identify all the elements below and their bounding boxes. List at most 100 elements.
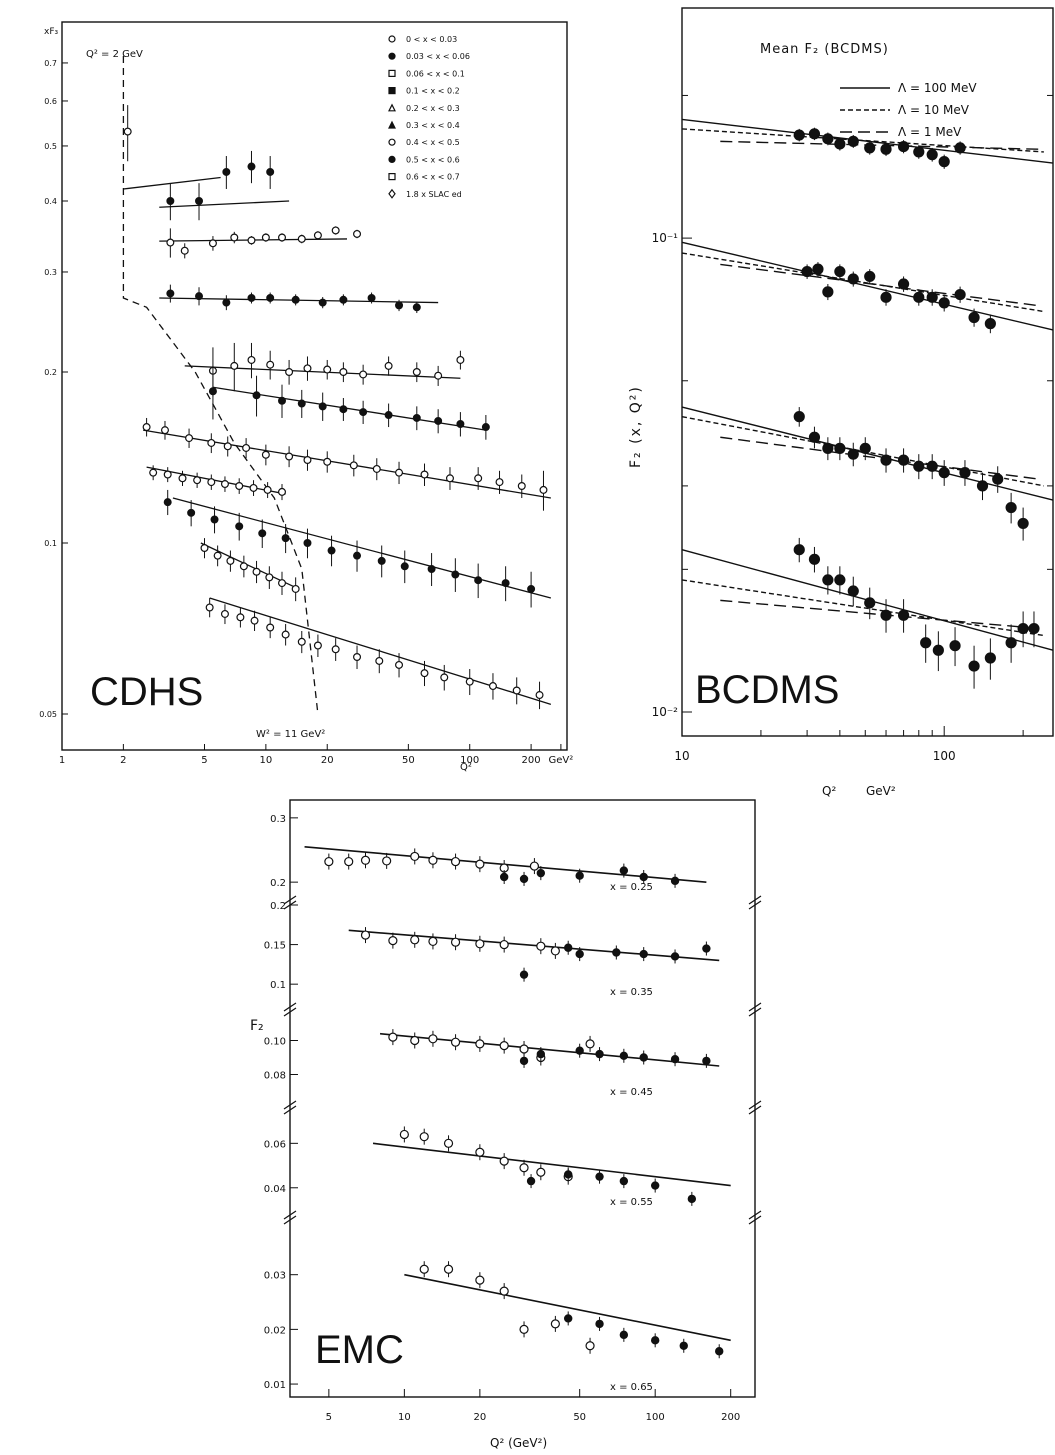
emc-point-open (450, 1037, 461, 1047)
cdhs-ylabel: xF₃ (44, 27, 59, 37)
emc-point-filled (679, 1341, 688, 1350)
cdhs-point (213, 551, 222, 560)
cdhs-y-tick-label: 0.4 (44, 197, 57, 206)
cdhs-legend-marker (388, 138, 396, 146)
bcdms-point (864, 597, 876, 609)
cdhs-point (163, 498, 172, 507)
cdhs-point (278, 487, 287, 496)
bcdms-series-3 (681, 537, 1054, 689)
cdhs-legend-label: 0.4 < x < 0.5 (406, 138, 460, 147)
emc-axis-break-right (748, 1100, 762, 1115)
emc-point-open (382, 856, 392, 866)
bcdms-point (822, 574, 834, 586)
emc-y-tick-label: 0.04 (264, 1184, 286, 1195)
bcdms-point (968, 311, 980, 324)
bcdms-point (847, 135, 859, 147)
cdhs-legend-label: 0.2 < x < 0.3 (406, 104, 460, 113)
emc-subpanel-label: x = 0.25 (610, 882, 653, 893)
cdhs-point (236, 613, 245, 622)
emc-point-open (475, 1039, 485, 1049)
cdhs-point (527, 584, 536, 593)
emc-point-open (399, 1129, 409, 1140)
emc-y-tick-label: 0.02 (264, 1325, 286, 1336)
cdhs-point (412, 303, 421, 312)
cdhs-point (261, 233, 270, 242)
cdhs-point (400, 562, 409, 571)
cdhs-legend-label: 0.1 < x < 0.2 (406, 87, 460, 96)
bcdms-title: Mean F₂ (BCDMS) (760, 42, 889, 57)
cdhs-point (222, 298, 231, 307)
emc-y-tick-label: 0.3 (270, 814, 286, 825)
cdhs-point (297, 637, 306, 646)
bcdms-point (880, 454, 892, 466)
bcdms-point (992, 473, 1004, 485)
cdhs-point (261, 450, 270, 459)
cdhs-legend-label: 0.5 < x < 0.6 (406, 155, 460, 164)
emc-point-open (529, 861, 540, 871)
cdhs-point (349, 461, 358, 470)
cdhs-y-tick-label: 0.5 (44, 142, 57, 151)
bcdms-point (913, 460, 925, 472)
bcdms-point (864, 270, 876, 283)
cdhs-legend-marker (388, 35, 396, 43)
cdhs-point (331, 645, 340, 654)
cdhs-annotation-q2: Q² = 2 GeV (86, 49, 143, 60)
bcdms-point (822, 286, 834, 298)
emc-y-tick-label: 0.1 (270, 980, 286, 991)
emc-point-open (428, 855, 438, 865)
cdhs-series-7 (146, 465, 287, 501)
cdhs-point (303, 364, 312, 373)
emc-axis-break-left (283, 1002, 297, 1017)
emc-point-filled (702, 944, 711, 953)
cdhs-series-1 (159, 150, 290, 221)
emc-axis-break-right (748, 1002, 762, 1017)
cdhs-series-6 (142, 417, 551, 511)
cdhs-point (252, 567, 261, 576)
cdhs-point (250, 616, 259, 625)
cdhs-series-0 (123, 105, 221, 190)
bcdms-x-tick-label: 100 (933, 749, 956, 763)
cdhs-point (226, 556, 235, 565)
cdhs-point (384, 361, 393, 370)
cdhs-point (412, 368, 421, 377)
cdhs-legend-marker (388, 173, 396, 181)
emc-point-filled (670, 876, 680, 886)
emc-point-filled (619, 1176, 629, 1186)
bcdms-curve-dashed (681, 128, 1044, 153)
cdhs-frame (61, 21, 568, 751)
cdhs-point (395, 660, 404, 669)
emc-y-tick-label: 0.2 (270, 901, 286, 912)
bcdms-point (1017, 517, 1029, 530)
bcdms-point (808, 128, 821, 140)
emc-axis-break-left (283, 1100, 297, 1115)
emc-point-open (475, 1275, 485, 1285)
emc-y-tick-label: 0.2 (270, 878, 286, 889)
cdhs-point (166, 289, 175, 298)
cdhs-x-tick-label: 10 (259, 755, 272, 766)
emc-point-filled (575, 871, 584, 880)
cdhs-point (535, 691, 544, 700)
cdhs-point (230, 361, 239, 370)
cdhs-point (488, 682, 497, 691)
emc-point-filled (536, 1049, 546, 1059)
bcdms-series-1 (681, 241, 1054, 334)
cdhs-point (180, 246, 189, 255)
bcdms-point (859, 442, 871, 454)
emc-x-tick-label: 10 (398, 1412, 411, 1423)
cdhs-point (200, 543, 209, 552)
cdhs-point (220, 480, 229, 489)
cdhs-point (331, 226, 340, 235)
cdhs-legend-marker (388, 69, 396, 78)
bcdms-point (847, 585, 859, 597)
cdhs-fit-line (209, 597, 552, 705)
bcdms-y-tick-label: 10⁻¹ (652, 231, 679, 245)
bcdms-point (926, 149, 938, 161)
cdhs-point (281, 630, 290, 639)
cdhs-point (456, 419, 465, 428)
cdhs-point (375, 656, 384, 665)
emc-point-filled (650, 1336, 660, 1345)
bcdms-curve-solid (681, 406, 1054, 501)
bcdms-panel-label: BCDMS (695, 668, 839, 712)
cdhs-point (367, 293, 376, 302)
cdhs-point (265, 573, 274, 582)
